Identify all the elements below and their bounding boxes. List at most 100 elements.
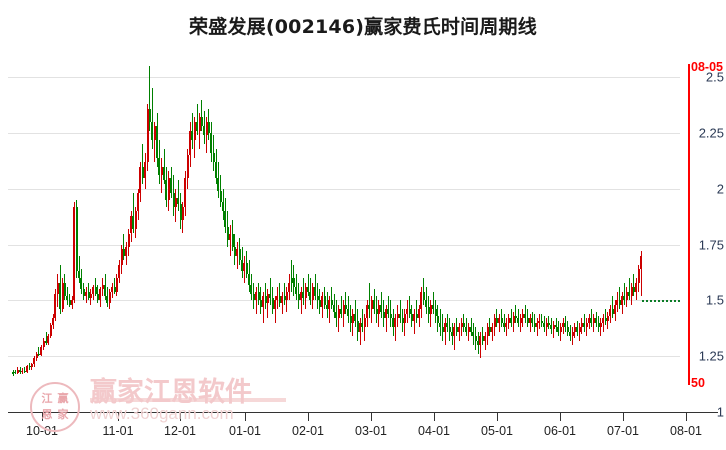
date-tick-11-01: 11-01: [102, 424, 134, 438]
date-tick-03-01: 03-01: [355, 424, 387, 438]
candle-body: [14, 371, 17, 374]
candle-body: [73, 206, 76, 301]
candle-body: [96, 293, 99, 301]
candle-wick: [553, 320, 555, 339]
page-title: 荣盛发展(002146)赢家费氏时间周期线: [189, 16, 537, 38]
candle-body: [342, 304, 345, 314]
candle-body: [71, 300, 74, 305]
x-tick-05-01: [497, 413, 498, 421]
candle-body: [37, 353, 40, 356]
gridline-1.75: [8, 244, 680, 246]
candle-body: [101, 284, 104, 290]
candle-body: [453, 327, 456, 337]
candle-body: [307, 287, 310, 292]
candle-body: [637, 269, 640, 283]
candle-body: [40, 347, 43, 356]
candle-body: [394, 318, 397, 328]
candle-body: [264, 295, 267, 303]
candle-wick: [399, 300, 401, 323]
candle-wick: [14, 369, 16, 375]
price-tick-1: 1: [716, 404, 724, 420]
candle-body: [108, 291, 111, 303]
candle-wick: [340, 295, 342, 319]
candle-body: [354, 313, 357, 321]
candle-body: [146, 108, 149, 163]
candle-body: [167, 177, 170, 201]
candle-body: [555, 324, 557, 328]
candle-wick: [430, 300, 432, 328]
price-tick-2.5: 2.5: [705, 69, 724, 85]
candle-body: [410, 313, 413, 321]
candle-wick: [352, 309, 354, 337]
x-tick-03-01: [371, 413, 372, 421]
candle-body: [283, 295, 286, 301]
candle-wick: [24, 367, 26, 373]
candle-body: [274, 300, 277, 310]
x-tick-07-01: [623, 413, 624, 421]
candle-body: [257, 291, 260, 301]
date-tick-05-01: 05-01: [481, 424, 513, 438]
candle-body: [295, 287, 298, 294]
candle-wick: [376, 295, 378, 323]
candle-body: [552, 324, 555, 330]
candle-body: [82, 289, 85, 296]
candle-body: [609, 309, 612, 317]
candle-wick: [317, 282, 319, 310]
candle-body: [229, 233, 232, 241]
candle-body: [153, 126, 156, 140]
candle-wick: [154, 121, 156, 163]
candle-wick: [300, 287, 302, 314]
candle-body: [335, 311, 338, 319]
candle-body: [87, 291, 90, 299]
candle-body: [455, 327, 458, 332]
candle-wick: [149, 66, 151, 131]
candle-body: [198, 117, 201, 131]
candle-body: [248, 273, 251, 285]
candle-body: [271, 298, 274, 310]
candle-body: [597, 322, 600, 328]
candle-body: [517, 318, 520, 323]
candle-wick: [213, 135, 215, 171]
candle-body: [380, 304, 383, 312]
candle-body: [538, 320, 541, 323]
candle-body: [389, 313, 392, 319]
candle-body: [640, 255, 642, 270]
candle-wick: [515, 304, 517, 323]
candle-body: [28, 366, 31, 368]
candle-body: [222, 202, 225, 212]
candle-wick: [560, 322, 562, 341]
candle-wick: [132, 193, 134, 234]
candle-wick: [123, 233, 125, 261]
candle-wick: [548, 316, 550, 330]
candle-body: [137, 193, 140, 212]
date-tick-02-01: 02-01: [292, 424, 324, 438]
candle-body: [141, 166, 144, 178]
candle-body: [231, 233, 234, 247]
price-tick-1.75: 1.75: [698, 237, 724, 253]
candle-body: [111, 287, 114, 292]
candle-body: [42, 340, 45, 348]
candle-body: [470, 327, 472, 332]
candle-body: [179, 204, 182, 221]
candle-body: [219, 191, 222, 203]
candle-body: [21, 370, 24, 372]
candle-wick: [269, 278, 271, 305]
candle-body: [193, 121, 196, 140]
candle-wick: [491, 322, 493, 341]
candle-wick: [347, 295, 349, 323]
candle-wick: [38, 347, 40, 357]
candle-body: [422, 291, 425, 301]
candle-body: [392, 318, 395, 328]
candle-body: [493, 318, 496, 328]
candle-wick: [413, 309, 415, 334]
candle-wick: [151, 88, 153, 149]
date-tick-07-01: 07-01: [607, 424, 639, 438]
candle-body: [436, 316, 439, 323]
candle-wick: [534, 313, 536, 332]
candle-body: [328, 300, 331, 310]
candle-body: [33, 358, 36, 365]
candle-body: [288, 282, 291, 292]
candle-wick: [572, 327, 574, 346]
x-tick-06-01: [560, 413, 561, 421]
candle-body: [89, 293, 92, 299]
